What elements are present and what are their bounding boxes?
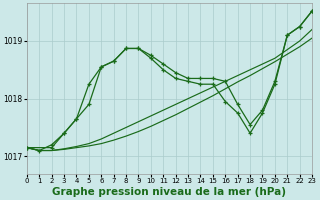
- X-axis label: Graphe pression niveau de la mer (hPa): Graphe pression niveau de la mer (hPa): [52, 187, 286, 197]
